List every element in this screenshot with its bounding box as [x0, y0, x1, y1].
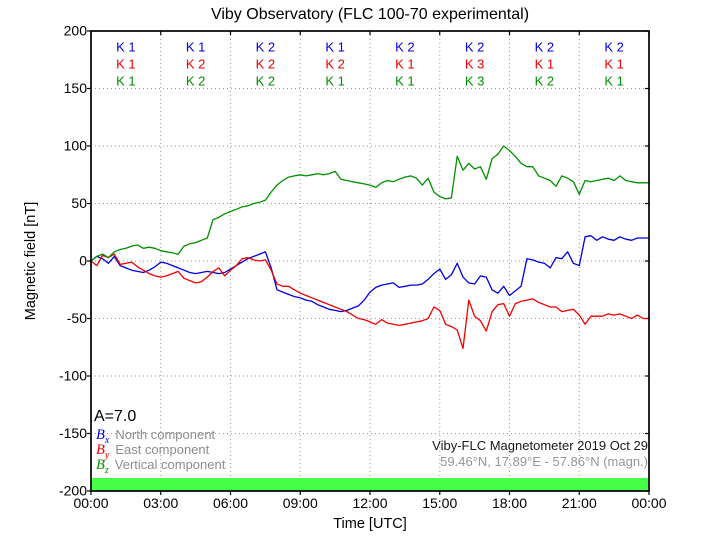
bx-north-line — [90, 235, 650, 313]
by-east-line — [90, 253, 650, 350]
bz-symbol: Bz — [96, 457, 109, 476]
k-index-label: K 2 — [535, 74, 555, 89]
y-tick-label: -100 — [59, 368, 87, 384]
k-index-label: K 1 — [325, 74, 345, 89]
k-index-label: K 2 — [604, 40, 624, 55]
x-axis-label: Time [UTC] — [333, 516, 407, 532]
k-index-rows: K 1 K 1 K 2 K 1 K 2 K 2 K 2 K 2 K 1 K 2 K 2 K 2 K 1 K… — [116, 40, 624, 89]
y-tick-label: 100 — [64, 138, 88, 154]
bx-symbol: Bx — [96, 427, 110, 446]
k-index-label: K 1 — [395, 74, 415, 89]
legend-label: North component — [115, 427, 216, 442]
y-tick-label: 150 — [64, 80, 88, 96]
data-coverage-bar — [92, 478, 648, 491]
k-index-label: K 2 — [256, 40, 276, 55]
k-index-label: K 1 — [604, 57, 624, 72]
bz-vertical-line — [90, 145, 650, 262]
k-index-label: K 1 — [186, 40, 206, 55]
k-index-label: K 1 — [116, 57, 136, 72]
k-index-label: K 1 — [535, 57, 555, 72]
k-index-label: K 2 — [535, 40, 555, 55]
y-tick-label: -50 — [67, 310, 87, 326]
k-index-label: K 1 — [116, 40, 136, 55]
chart-title: Viby Observatory (FLC 100-70 experimenta… — [210, 6, 530, 23]
legend-label: Vertical component — [114, 457, 226, 472]
x-tick-label: 03:00 — [143, 495, 178, 511]
k-index-label: K 1 — [395, 57, 415, 72]
y-tick-label: 50 — [71, 195, 87, 211]
x-tick-label: 00:00 — [73, 495, 108, 511]
k-index-label: K 2 — [325, 57, 345, 72]
gridlines — [91, 31, 649, 491]
station-coordinates-line: 59.46°N, 17.89°E - 57.86°N (magn.) — [440, 454, 648, 469]
legend-item-by: By East component — [96, 442, 209, 461]
x-tick-label: 00:00 — [631, 495, 666, 511]
legend-item-bz: Bz Vertical component — [96, 457, 225, 476]
y-tick-label: -200 — [59, 483, 87, 499]
y-axis-label: Magnetic field [nT] — [23, 201, 39, 321]
x-tick-label: 06:00 — [213, 495, 248, 511]
plot-frame — [90, 30, 650, 492]
x-tick-label: 18:00 — [492, 495, 527, 511]
k-index-label: K 2 — [465, 40, 485, 55]
tick-marks — [87, 30, 650, 495]
legend-label: East component — [115, 442, 210, 457]
k-index-label: K 3 — [465, 74, 485, 89]
k-index-label: K 2 — [186, 57, 206, 72]
k-index-label: K 2 — [186, 74, 206, 89]
k-index-label: K 2 — [256, 57, 276, 72]
x-tick-label: 12:00 — [352, 495, 387, 511]
station-info-line: Viby-FLC Magnetometer 2019 Oct 29 — [432, 438, 648, 453]
legend-item-bx: Bx North component — [96, 427, 215, 446]
k-index-label: K 2 — [256, 74, 276, 89]
by-symbol: By — [96, 442, 110, 461]
a-index-annotation: A=7.0 — [94, 408, 137, 425]
x-tick-label: 21:00 — [562, 495, 597, 511]
x-tick-label: 09:00 — [283, 495, 318, 511]
k-index-label: K 2 — [395, 40, 415, 55]
k-index-label: K 3 — [465, 57, 485, 72]
y-tick-label: 200 — [64, 23, 88, 39]
k-index-label: K 1 — [116, 74, 136, 89]
y-tick-label: 0 — [79, 253, 87, 269]
k-index-label: K 1 — [325, 40, 345, 55]
k-index-label: K 1 — [604, 74, 624, 89]
x-tick-label: 15:00 — [422, 495, 457, 511]
y-tick-label: -150 — [59, 425, 87, 441]
